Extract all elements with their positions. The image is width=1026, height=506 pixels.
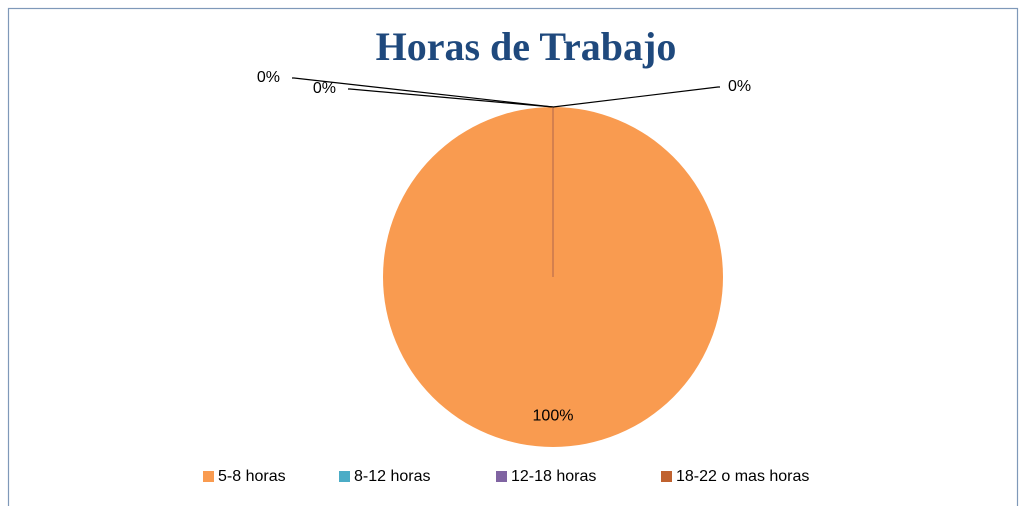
leader-line: [552, 86, 720, 108]
data-label: 0%: [313, 80, 336, 97]
legend-label: 18-22 o mas horas: [676, 468, 809, 485]
legend-label: 12-18 horas: [511, 468, 596, 485]
legend-swatch: [496, 471, 507, 482]
legend-swatch: [661, 471, 672, 482]
chart-title: Horas de Trabajo: [376, 24, 677, 69]
data-label: 0%: [257, 69, 280, 86]
leader-line: [292, 77, 554, 108]
legend-swatch: [203, 471, 214, 482]
legend-label: 8-12 horas: [354, 468, 431, 485]
data-label: 0%: [728, 78, 751, 95]
data-label: 100%: [533, 408, 574, 425]
legend-swatch: [339, 471, 350, 482]
legend-label: 5-8 horas: [218, 468, 286, 485]
leader-line: [348, 88, 554, 108]
